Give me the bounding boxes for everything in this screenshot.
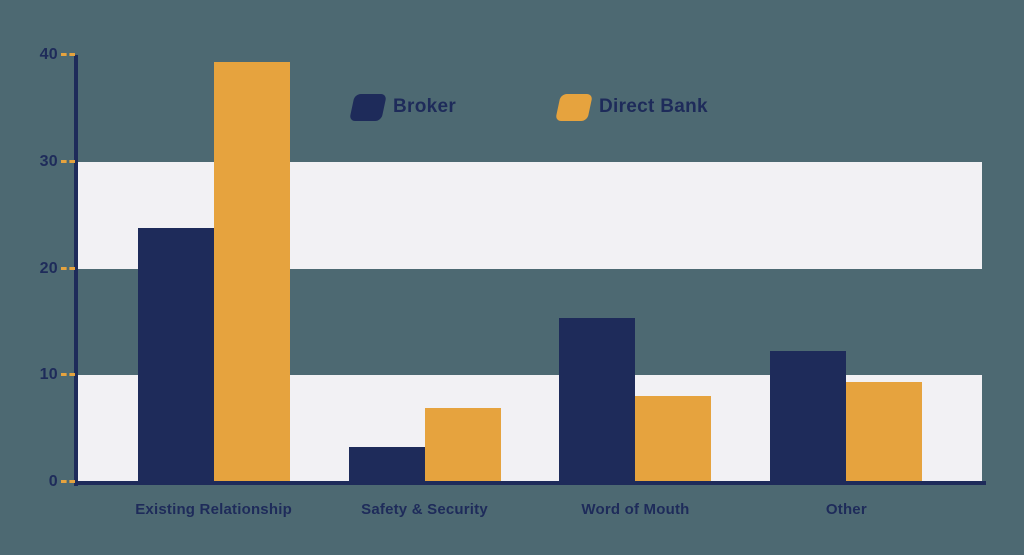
legend-item-broker: Broker (349, 93, 457, 121)
bar-broker-existing-relationship (137, 227, 214, 482)
bar-broker-safety-security (348, 446, 425, 482)
x-category-label: Other (825, 501, 867, 518)
y-tick-label: 40 (39, 46, 58, 63)
y-tick-mark (61, 373, 75, 377)
bar-broker-other (770, 350, 847, 482)
y-tick-mark (61, 159, 75, 163)
y-tick-label: 10 (39, 366, 58, 384)
legend-label-direct-bank: Direct Bank (599, 96, 708, 117)
bar-broker-word-of-mouth (559, 317, 636, 482)
plot-area (78, 55, 982, 482)
x-category-label: Safety & Security (361, 501, 488, 518)
x-category-label: Word of Mouth (581, 501, 690, 518)
bar-direct-bank-safety-security (424, 408, 501, 482)
y-tick-label: 0 (48, 473, 58, 490)
legend-item-direct-bank: Direct Bank (555, 93, 708, 121)
y-tick-label: 20 (39, 259, 58, 277)
y-axis-line (74, 55, 78, 486)
x-category-label: Existing Relationship (135, 501, 292, 518)
y-tick-mark (61, 53, 75, 56)
y-tick-label: 30 (39, 152, 58, 170)
bar-direct-bank-word-of-mouth (635, 395, 712, 482)
bar-direct-bank-existing-relationship (213, 62, 290, 482)
y-tick-mark (61, 266, 75, 270)
legend-label-broker: Broker (393, 96, 457, 117)
y-tick-mark (61, 480, 75, 483)
x-axis-line (74, 481, 986, 485)
bar-direct-bank-other (846, 381, 923, 482)
